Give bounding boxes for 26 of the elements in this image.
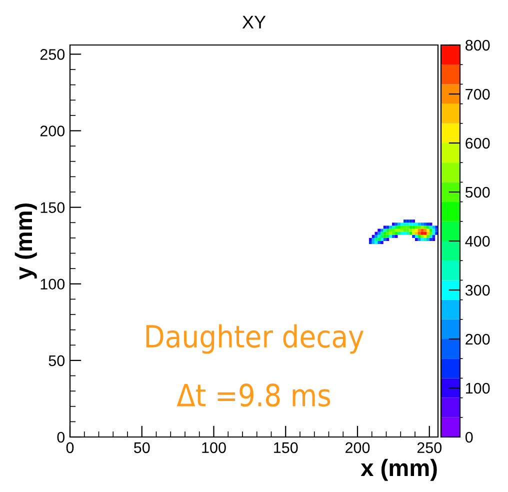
y-axis-title: y (mm) (14, 203, 37, 280)
color-bar-label: 700 (466, 88, 490, 100)
color-bar-label: 600 (466, 138, 490, 149)
color-bar-label: 200 (466, 334, 490, 345)
x-tick-label: 0 (66, 442, 74, 454)
color-bar-label: 0 (465, 432, 473, 443)
x-tick-label: 50 (134, 442, 150, 454)
color-bar-label: 300 (465, 284, 490, 296)
color-bar-label: 800 (466, 40, 490, 51)
x-axis-title: x (mm) (360, 458, 437, 481)
y-tick-label: 0 (57, 432, 65, 443)
x-tick-label: 250 (417, 442, 442, 454)
chart-title: XY (242, 16, 266, 28)
y-tick-label: 100 (40, 278, 65, 290)
color-bar-label: 100 (466, 382, 490, 394)
x-tick-label: 100 (202, 442, 226, 454)
color-bar-label: 500 (465, 186, 490, 198)
x-tick-label: 200 (346, 442, 370, 454)
y-tick-label: 150 (40, 202, 65, 213)
x-tick-label: 150 (274, 442, 298, 454)
annotation: Daughter decay (146, 324, 364, 354)
annotation: Δt =9.8 ms (176, 384, 330, 407)
y-tick-label: 200 (40, 126, 65, 136)
y-tick-label: 50 (48, 355, 65, 366)
color-bar-label: 400 (465, 236, 490, 247)
y-tick-label: 250 (40, 49, 65, 60)
